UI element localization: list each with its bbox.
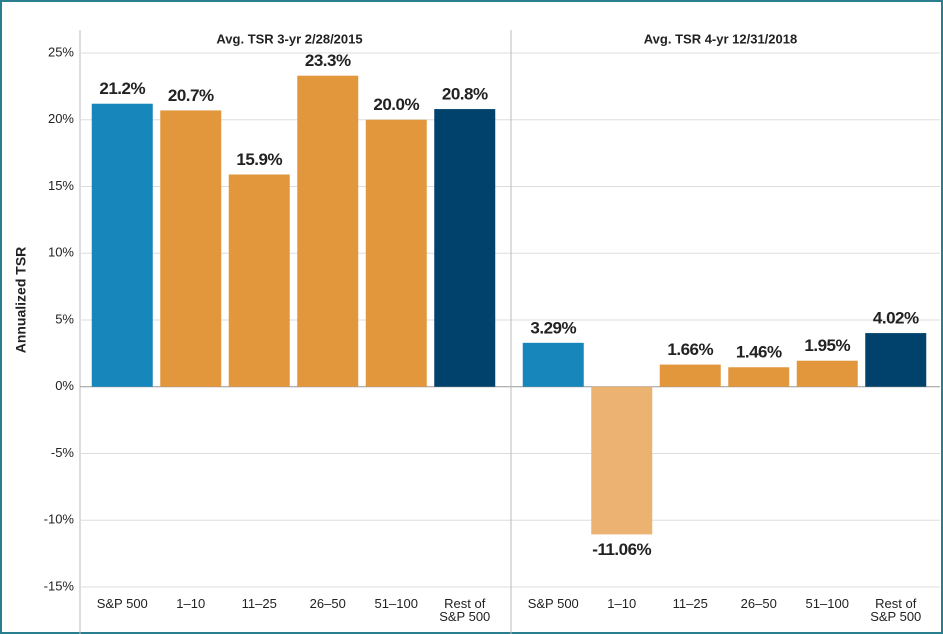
y-tick-label: 5% bbox=[55, 311, 74, 326]
value-label: 1.46% bbox=[736, 343, 782, 362]
bar bbox=[865, 333, 927, 387]
bar bbox=[522, 342, 584, 387]
bar bbox=[434, 109, 496, 387]
x-tick-label: 26–50 bbox=[309, 596, 346, 611]
bar bbox=[796, 360, 858, 387]
y-tick-label: -10% bbox=[44, 512, 75, 527]
value-label: -11.06% bbox=[592, 540, 651, 559]
value-label: 21.2% bbox=[99, 79, 145, 98]
y-tick-label: -5% bbox=[51, 445, 75, 460]
y-tick-label: 0% bbox=[55, 378, 74, 393]
panel-title: Avg. TSR 3-yr 2/28/2015 bbox=[216, 31, 362, 46]
x-tick-label: Rest of S&P 500 bbox=[439, 596, 491, 624]
value-label: 1.95% bbox=[804, 336, 850, 355]
x-tick-label: 11–25 bbox=[241, 596, 277, 611]
bar bbox=[160, 110, 222, 387]
y-tick-label: -15% bbox=[44, 578, 75, 593]
bar bbox=[91, 103, 153, 387]
value-label: 20.8% bbox=[442, 85, 488, 104]
value-label: 20.0% bbox=[373, 95, 419, 114]
value-label: 4.02% bbox=[873, 309, 919, 328]
x-tick-label: S&P 500 bbox=[527, 596, 579, 611]
panel-title: Avg. TSR 4-yr 12/31/2018 bbox=[644, 31, 797, 46]
y-tick-label: 15% bbox=[48, 178, 74, 193]
x-tick-label: S&P 500 bbox=[96, 596, 148, 611]
value-label: 1.66% bbox=[667, 340, 713, 359]
bar bbox=[365, 119, 427, 387]
value-label: 20.7% bbox=[168, 86, 214, 105]
x-tick-label: 51–100 bbox=[805, 596, 849, 611]
y-tick-label: 20% bbox=[48, 111, 74, 126]
bar bbox=[228, 174, 290, 387]
bar bbox=[659, 364, 721, 387]
x-tick-label: 1–10 bbox=[607, 596, 637, 611]
y-axis-label: Annualized TSR bbox=[13, 247, 29, 354]
x-tick-label: 11–25 bbox=[672, 596, 708, 611]
y-tick-label: 25% bbox=[48, 44, 74, 59]
value-label: 3.29% bbox=[530, 318, 576, 337]
bar bbox=[728, 367, 790, 387]
bar bbox=[297, 75, 359, 387]
bar bbox=[591, 386, 653, 535]
x-tick-label: 51–100 bbox=[374, 596, 418, 611]
x-tick-label: Rest of S&P 500 bbox=[870, 596, 922, 624]
y-tick-label: 10% bbox=[48, 245, 74, 260]
x-tick-label: 1–10 bbox=[176, 596, 206, 611]
value-label: 15.9% bbox=[236, 150, 282, 169]
x-tick-label: 26–50 bbox=[740, 596, 777, 611]
value-label: 23.3% bbox=[305, 51, 351, 70]
